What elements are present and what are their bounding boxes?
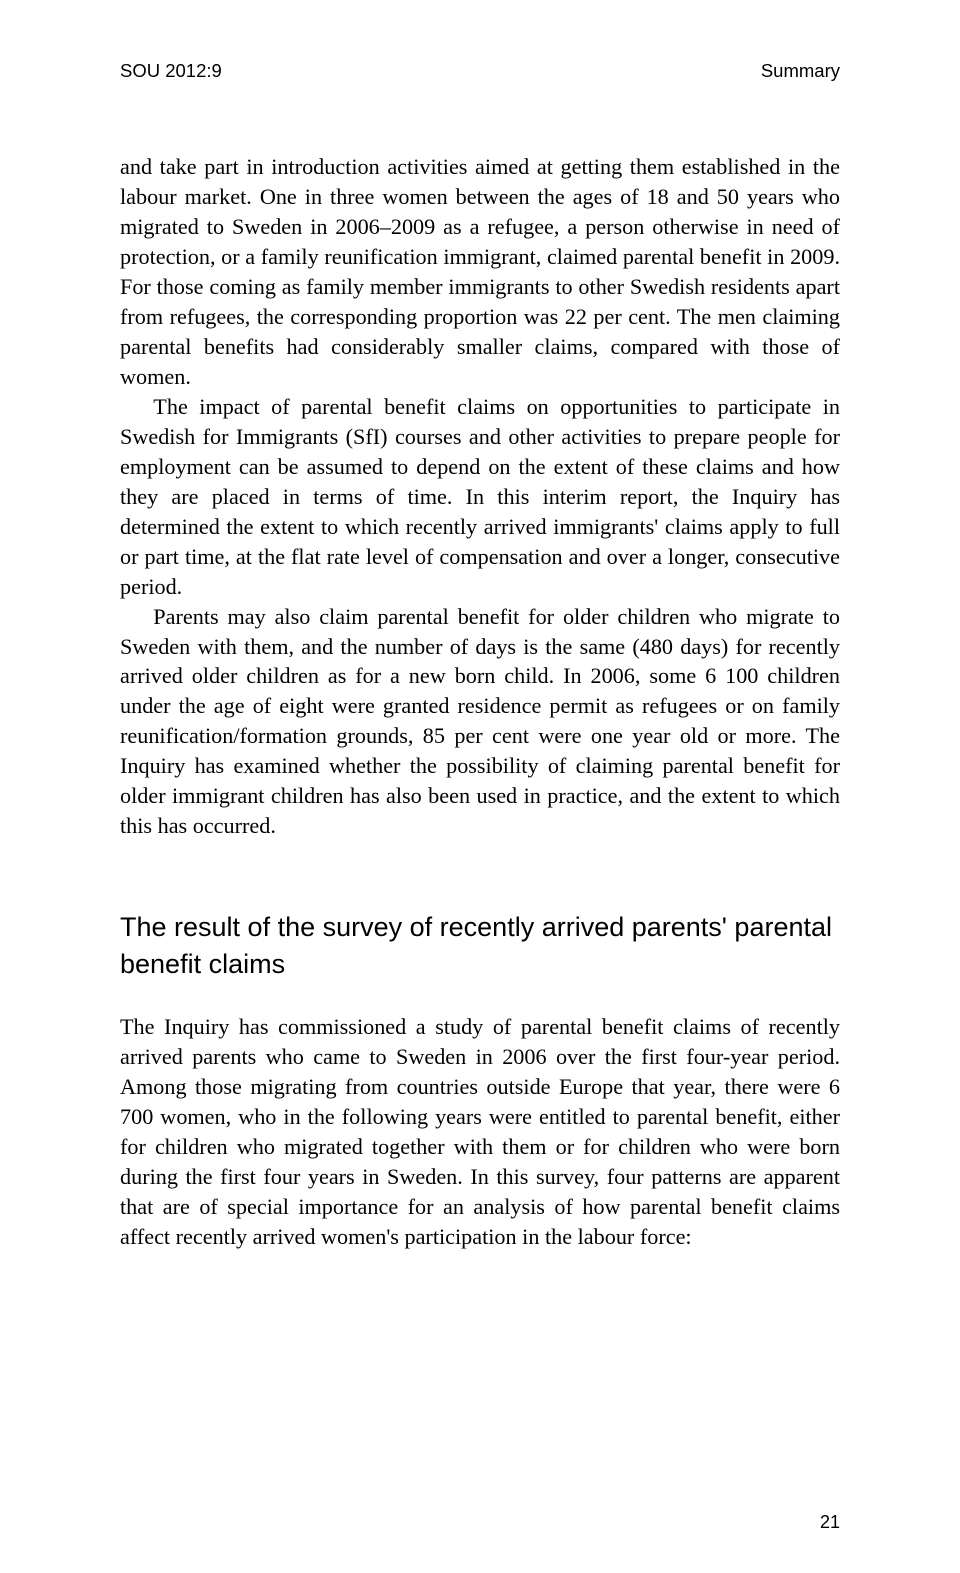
page-header: SOU 2012:9 Summary bbox=[120, 60, 840, 82]
paragraph-2: The impact of parental benefit claims on… bbox=[120, 392, 840, 602]
body-text-block-2: The Inquiry has commissioned a study of … bbox=[120, 1012, 840, 1252]
section-heading: The result of the survey of recently arr… bbox=[120, 909, 840, 982]
body-text-block-1: and take part in introduction activities… bbox=[120, 152, 840, 841]
page-number: 21 bbox=[820, 1512, 840, 1533]
paragraph-3: Parents may also claim parental benefit … bbox=[120, 602, 840, 842]
header-right: Summary bbox=[761, 60, 840, 82]
header-left: SOU 2012:9 bbox=[120, 60, 222, 82]
paragraph-1: and take part in introduction activities… bbox=[120, 152, 840, 392]
paragraph-4: The Inquiry has commissioned a study of … bbox=[120, 1012, 840, 1252]
